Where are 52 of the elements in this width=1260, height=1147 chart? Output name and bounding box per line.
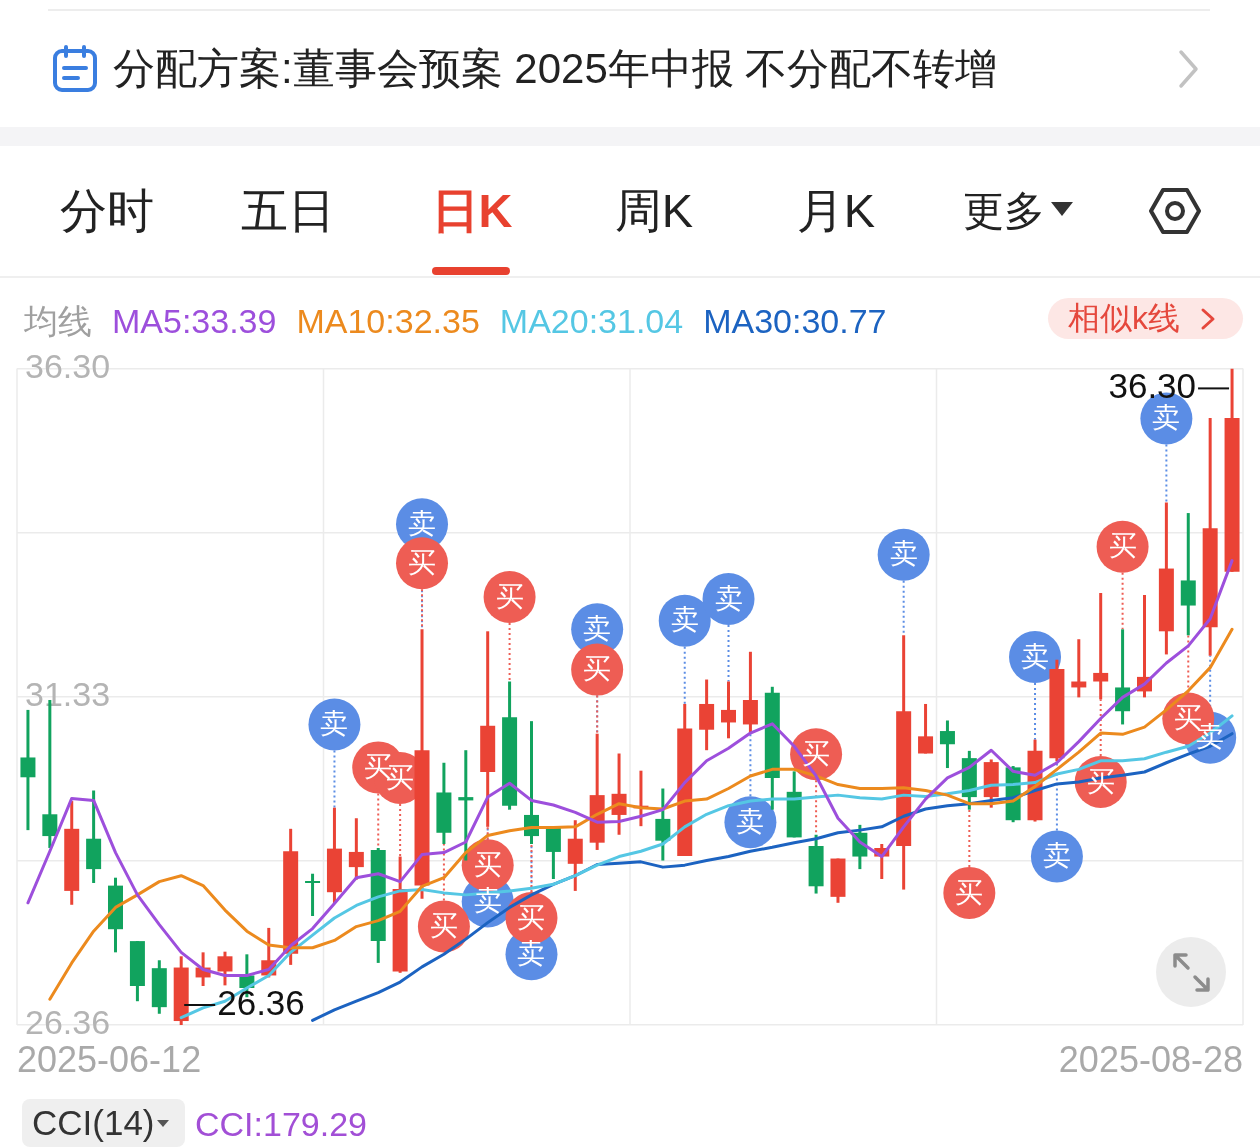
text: 日K xyxy=(431,183,513,239)
text: 2025-06-12 xyxy=(17,1039,202,1081)
data-label: 卖 xyxy=(736,805,765,837)
candlestick xyxy=(20,708,36,832)
data-label: 卖 xyxy=(583,613,612,645)
data-label: 买 xyxy=(473,848,502,880)
data-label: 卖 xyxy=(408,508,437,540)
data-label: 买 xyxy=(429,910,458,942)
button: CCI(14) xyxy=(22,1099,185,1147)
legend-title: 均线 xyxy=(24,301,92,342)
data-label: 买 xyxy=(1108,530,1137,562)
text: MA5:33.39 xyxy=(112,301,277,342)
data-label: 买 xyxy=(408,546,437,578)
y-tick-label: 31.33 xyxy=(25,675,111,714)
data-label: 卖 xyxy=(473,885,502,917)
data-label: 买 xyxy=(517,901,546,933)
text: 分时 xyxy=(60,183,154,239)
text: 2025-08-28 xyxy=(1058,1039,1243,1081)
text: 月K xyxy=(796,183,876,239)
text: MA20:31.04 xyxy=(499,301,684,342)
text: MA10:32.35 xyxy=(296,301,480,342)
candlestick xyxy=(305,873,321,917)
candlestick xyxy=(655,788,671,861)
data-label: 买 xyxy=(495,580,524,612)
data-label: 卖 xyxy=(714,582,743,614)
text: 周K xyxy=(614,183,694,239)
data-label: 卖 xyxy=(1152,402,1181,434)
text: 更多 xyxy=(963,187,1045,236)
data-label: 买 xyxy=(802,737,831,769)
data-label: 卖 xyxy=(320,708,349,740)
data-label: 买 xyxy=(955,876,984,908)
y-tick-label: 36.30 xyxy=(25,346,111,385)
candlestick xyxy=(939,720,955,770)
data-label: 卖 xyxy=(1021,640,1050,672)
annotation: 26.36 xyxy=(217,982,305,1022)
candlestick xyxy=(721,681,737,739)
candlestick xyxy=(918,702,934,754)
candlestick xyxy=(1093,592,1109,700)
button: 相似k线 xyxy=(1048,298,1243,339)
candlestick xyxy=(348,818,364,880)
candlestick xyxy=(217,951,233,986)
data-label: 卖 xyxy=(889,538,918,570)
data-label: 买 xyxy=(583,653,612,685)
data-label: 卖 xyxy=(1042,840,1071,872)
text: MA30:30.77 xyxy=(703,301,887,342)
chart-title: 分配方案:董事会预案 2025年中报 不分配不转增 xyxy=(113,44,998,94)
y-tick-label: 26.36 xyxy=(25,1003,111,1042)
data-label: 卖 xyxy=(670,604,699,636)
text: CCI:179.29 xyxy=(195,1104,367,1145)
text: 五日 xyxy=(241,183,335,239)
data-label: 卖 xyxy=(517,938,546,970)
candlestick xyxy=(458,750,474,861)
